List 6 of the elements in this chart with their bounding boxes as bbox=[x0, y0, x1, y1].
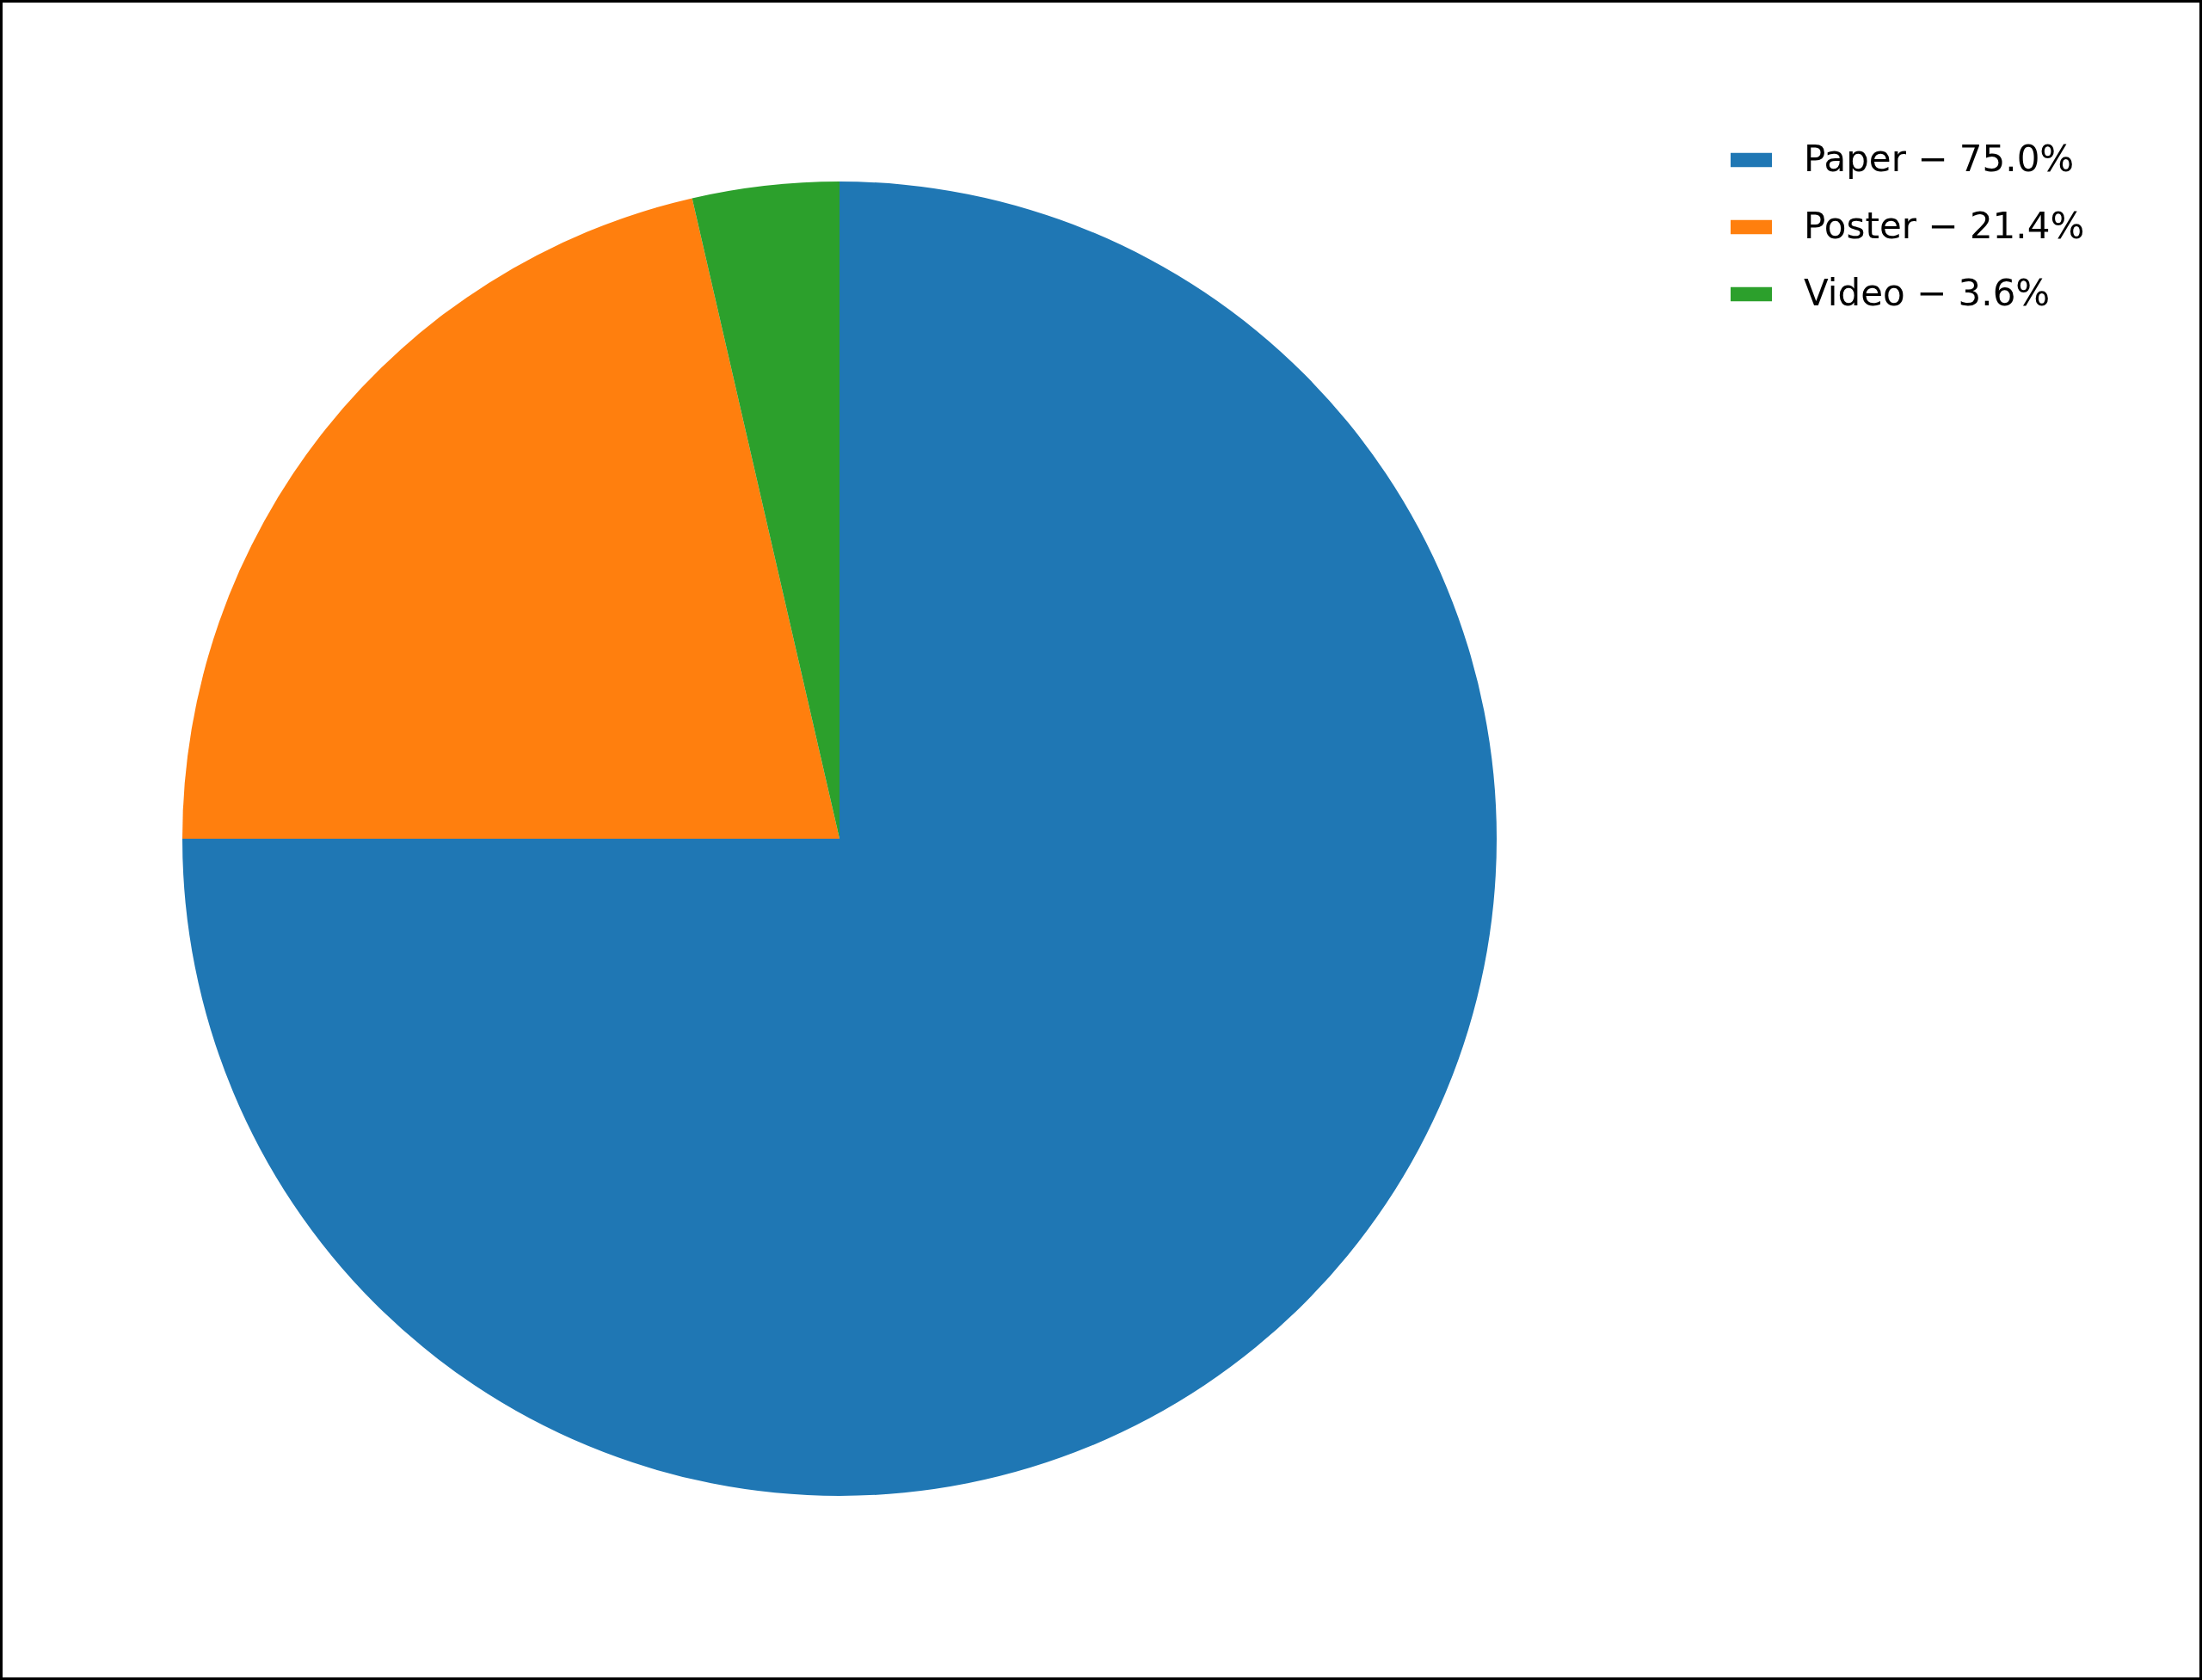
pie-slice bbox=[182, 182, 1497, 1496]
legend-label: Paper − 75.0% bbox=[1804, 138, 2075, 180]
pie-slice bbox=[692, 182, 840, 839]
legend-label: Video − 3.6% bbox=[1804, 272, 2051, 314]
legend-label: Poster − 21.4% bbox=[1804, 205, 2085, 247]
pie-slice bbox=[182, 198, 840, 839]
